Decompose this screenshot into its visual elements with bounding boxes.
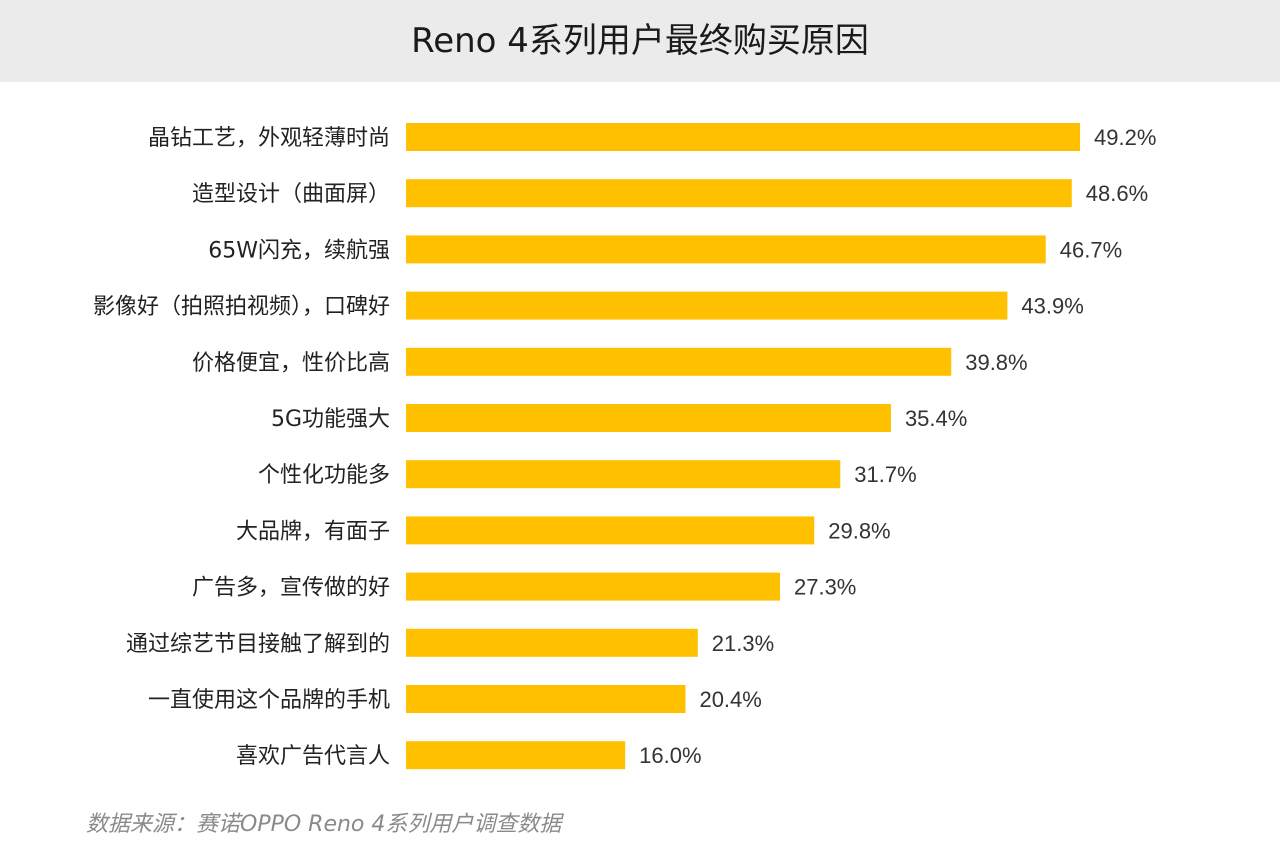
bar [406, 628, 698, 657]
bar [406, 235, 1046, 264]
bar [406, 347, 952, 376]
category-label: 造型设计（曲面屏） [192, 182, 390, 207]
category-label: 影像好（拍照拍视频），口碑好 [93, 295, 390, 320]
category-label: 喜欢广告代言人 [236, 744, 390, 769]
category-label: 通过综艺节目接触了解到的 [126, 632, 390, 657]
bar [406, 685, 686, 713]
category-label: 价格便宜，性价比高 [192, 351, 390, 376]
value-label: 46.7% [1060, 237, 1122, 262]
category-label: 晶钻工艺，外观轻薄时尚 [148, 126, 390, 151]
bar [406, 741, 626, 770]
value-label: 48.6% [1086, 181, 1148, 206]
category-label: 65W闪充，续航强 [208, 238, 390, 263]
bar [406, 179, 1072, 208]
category-label: 一直使用这个品牌的手机 [148, 688, 390, 713]
value-label: 21.3% [712, 631, 774, 656]
bar [406, 404, 891, 432]
category-label: 大品牌，有面子 [236, 519, 390, 544]
bar [406, 291, 1008, 320]
bar [406, 516, 815, 545]
category-label: 5G功能强大 [271, 407, 390, 432]
category-label: 广告多，宣传做的好 [192, 576, 390, 601]
chart-title: Reno 4系列用户最终购买原因 [411, 21, 869, 61]
value-label: 39.8% [965, 350, 1027, 375]
data-source-note: 数据来源：赛诺OPPO Reno 4系列用户调查数据 [86, 812, 562, 837]
bar [406, 572, 780, 601]
category-label: 个性化功能多 [258, 463, 390, 488]
bar [406, 460, 841, 489]
value-label: 20.4% [699, 687, 761, 712]
title-banner [0, 0, 1280, 82]
value-label: 35.4% [905, 406, 967, 431]
value-label: 49.2% [1094, 125, 1156, 150]
bar [406, 123, 1080, 151]
value-label: 31.7% [854, 462, 916, 487]
value-label: 27.3% [794, 575, 856, 600]
value-label: 43.9% [1021, 294, 1083, 319]
value-label: 29.8% [828, 518, 890, 543]
value-label: 16.0% [639, 743, 701, 768]
